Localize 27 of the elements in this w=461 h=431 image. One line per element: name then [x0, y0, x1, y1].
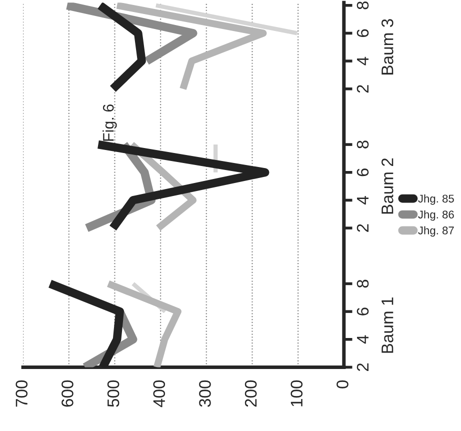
- y-tick-label: 6: [356, 29, 369, 37]
- legend-label: Jhg. 86: [418, 210, 454, 221]
- y-tick-label: 8: [356, 1, 369, 10]
- y-tick-label: 2: [356, 85, 368, 93]
- x-tick-label: 400: [153, 380, 166, 408]
- x-tick-label: 100: [290, 380, 303, 406]
- y-tick-label: 4: [357, 56, 368, 66]
- y-tick-label: 8: [356, 280, 369, 288]
- y-tick-label: 8: [356, 140, 369, 148]
- y-tick-label: 6: [356, 168, 369, 176]
- x-tick-label: 600: [62, 380, 74, 407]
- x-tick-label: 700: [16, 380, 28, 407]
- annotation: Fig. 6: [102, 104, 117, 141]
- text: Baum 1: [382, 298, 394, 353]
- text: Baum 2: [382, 158, 394, 214]
- y-tick-label: 4: [357, 196, 368, 204]
- x-tick-label: 0: [336, 380, 348, 388]
- y-tick-label: 6: [356, 308, 369, 316]
- text: Baum 3: [382, 19, 394, 74]
- y-tick-label: 2: [356, 224, 368, 232]
- x-tick-label: 300: [199, 380, 211, 407]
- x-tick-label: 500: [107, 380, 120, 407]
- y-tick-label: 4: [357, 335, 368, 344]
- x-tick-label: 200: [244, 380, 257, 407]
- legend-label: Jhg. 87: [418, 226, 454, 237]
- legend-label: Jhg. 85: [418, 194, 454, 205]
- y-tick-label: 2: [356, 363, 368, 372]
